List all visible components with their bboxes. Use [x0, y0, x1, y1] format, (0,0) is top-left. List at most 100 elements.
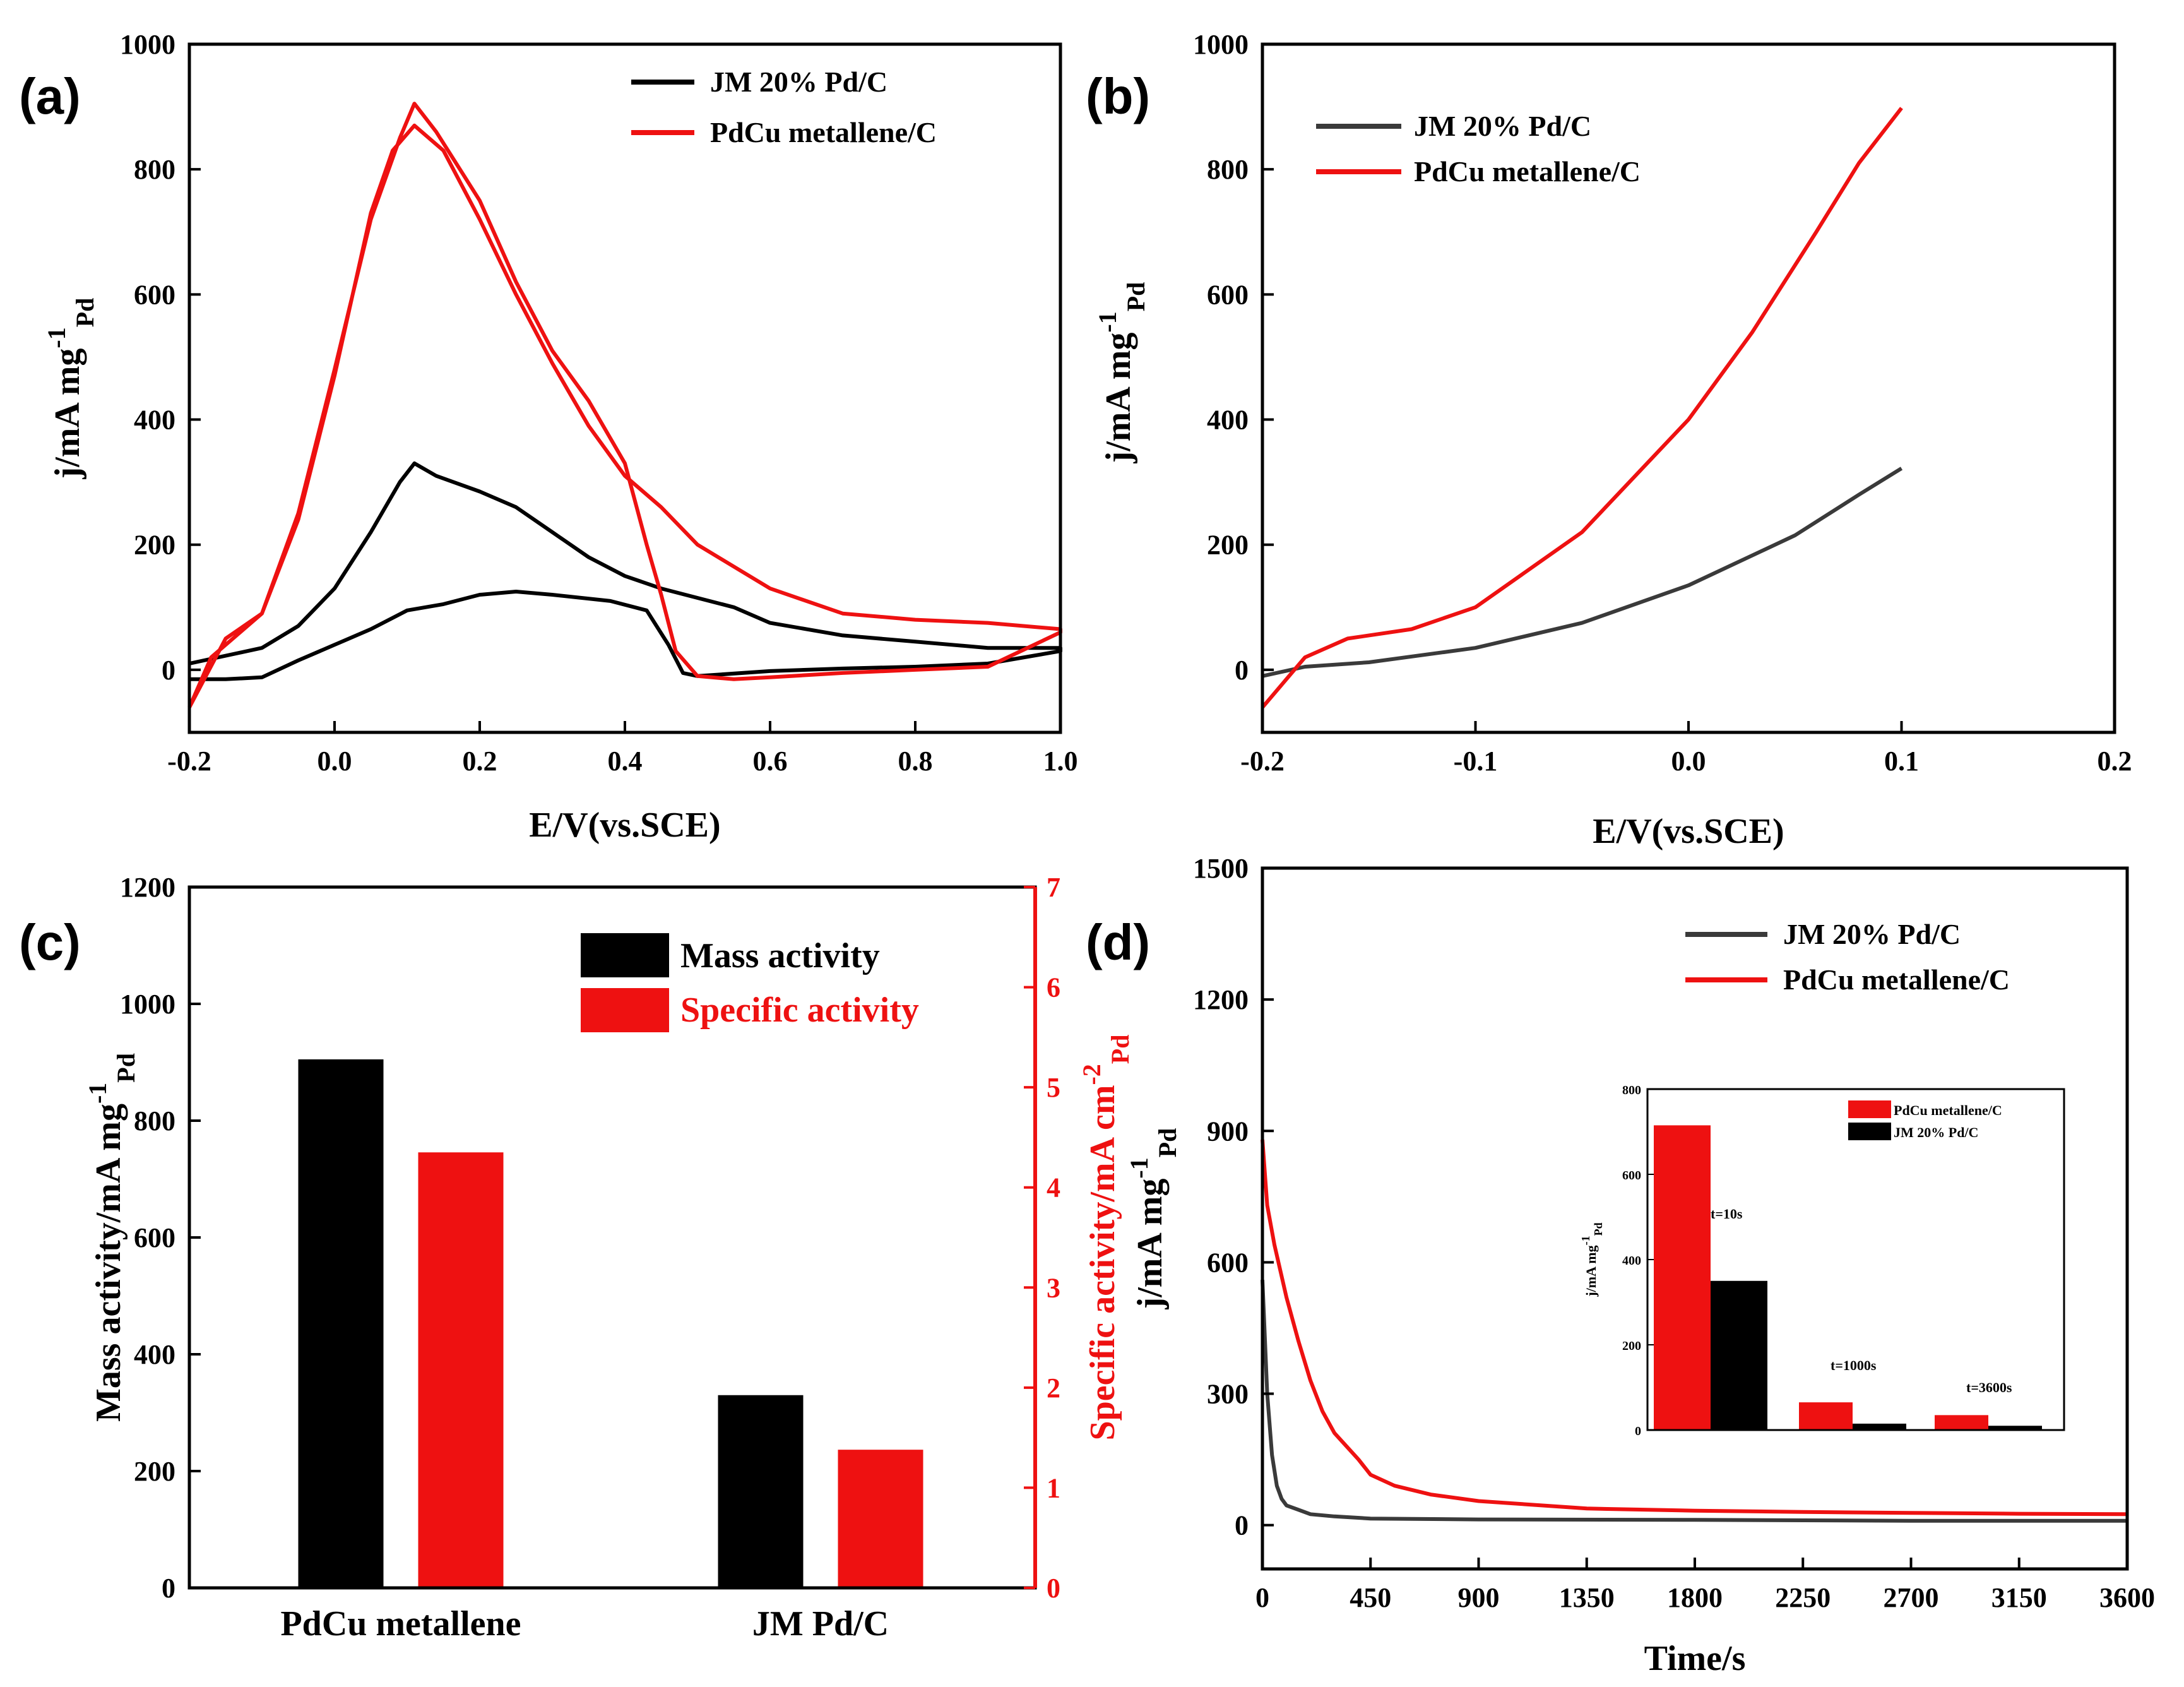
inset-group-label: t=3600s: [1966, 1380, 2012, 1395]
panel-c-ylabel-left: Mass activity/mA mg-1Pd: [83, 1053, 140, 1422]
inset-bar-jm-0: [1711, 1280, 1767, 1430]
y-right-tick-label: 0: [1047, 1573, 1060, 1604]
legend-label-specific: Specific activity: [680, 991, 919, 1030]
y-right-tick-label: 7: [1047, 872, 1060, 903]
inset-legend-label-jm: JM 20% Pd/C: [1894, 1124, 1978, 1140]
y-tick-label: 300: [1207, 1379, 1249, 1410]
x-tick-label: -0.1: [1454, 746, 1498, 777]
y-left-tick-label: 0: [162, 1573, 175, 1604]
inset-ylabel: j/mA mg-1Pd: [1579, 1222, 1605, 1297]
panel-d-xlabel: Time/s: [1644, 1639, 1746, 1678]
x-tick-label: 2700: [1884, 1582, 1939, 1613]
legend-label-mass: Mass activity: [680, 936, 880, 975]
inset-y-tick-label: 200: [1622, 1339, 1641, 1353]
x-tick-label: 1.0: [1043, 746, 1078, 777]
inset-y-tick-label: 400: [1622, 1254, 1641, 1268]
panel-a-label: (a): [19, 68, 81, 124]
y-tick-label: 200: [1207, 530, 1249, 561]
panel-d-inset: t=10s t=1000s t=3600s 0 200 400 600 800 j/mA mg…: [1579, 1083, 2065, 1438]
panel-b-label: (b): [1086, 68, 1150, 124]
y-left-tick-label: 400: [134, 1339, 175, 1370]
series-line-jm: [1262, 467, 1903, 678]
x-tick-label: 0.2: [2098, 746, 2132, 777]
category-label: PdCu metallene: [280, 1604, 521, 1643]
svg-text:j/mA mg-1Pd: j/mA mg-1Pd: [1579, 1222, 1605, 1297]
panel-c-legend: Mass activity Specific activity: [581, 933, 919, 1032]
x-tick-label: 450: [1350, 1582, 1391, 1613]
x-tick-label: 0.0: [1671, 746, 1706, 777]
x-tick-label: 1350: [1559, 1582, 1615, 1613]
panel-b-xlabel: E/V(vs.SCE): [1593, 812, 1784, 851]
y-tick-label: 0: [1235, 1510, 1249, 1541]
x-tick-label: 1800: [1667, 1582, 1723, 1613]
y-tick-label: 900: [1207, 1116, 1249, 1147]
inset-legend: PdCu metallene/C JM 20% Pd/C: [1848, 1100, 2002, 1140]
svg-text:j/mA mg-1Pd: j/mA mg-1Pd: [1093, 282, 1150, 464]
inset-bar-jm-1: [1853, 1423, 1906, 1430]
x-tick-label: 900: [1458, 1582, 1500, 1613]
inset-y-tick-label: 0: [1635, 1424, 1641, 1438]
panel-c-ylabel-right: Specific activity/mA cm-2Pd: [1077, 1035, 1134, 1441]
inset-bar-pdcu-1: [1799, 1402, 1853, 1430]
y-right-tick-label: 6: [1047, 972, 1060, 1003]
y-tick-label: 1000: [120, 29, 175, 60]
panel-d-label: (d): [1086, 914, 1150, 970]
inset-legend-swatch-pdcu: [1848, 1100, 1891, 1118]
y-right-tick-label: 2: [1047, 1373, 1060, 1404]
panel-a-xlabel: E/V(vs.SCE): [529, 806, 720, 845]
y-tick-label: 0: [162, 655, 175, 686]
bar-specific-pdcu: [418, 1152, 504, 1588]
y-left-tick-label: 1000: [120, 989, 175, 1020]
legend-label-jm: JM 20% Pd/C: [710, 66, 887, 98]
x-tick-label: 3150: [1991, 1582, 2047, 1613]
x-tick-label: 0.2: [463, 746, 497, 777]
category-label: JM Pd/C: [752, 1604, 889, 1643]
svg-text:Mass activity/mA mg-1Pd: Mass activity/mA mg-1Pd: [83, 1053, 140, 1422]
inset-legend-label-pdcu: PdCu metallene/C: [1894, 1102, 2002, 1118]
y-tick-label: 800: [134, 154, 175, 185]
legend-label-pdcu: PdCu metallene/C: [1783, 963, 2010, 996]
panel-d: (d) 0 450 900 1350 1800 2250 2700 3150 3600 0 300 6…: [1086, 853, 2155, 1678]
bar-mass-pdcu: [298, 1059, 384, 1588]
legend-label-jm: JM 20% Pd/C: [1414, 110, 1591, 142]
inset-y-tick-label: 600: [1622, 1169, 1641, 1183]
inset-legend-swatch-jm: [1848, 1123, 1891, 1140]
series-line-pdcu: [1261, 107, 1903, 709]
svg-text:Specific activity/mA cm-2Pd: Specific activity/mA cm-2Pd: [1077, 1035, 1134, 1441]
panel-b-legend: JM 20% Pd/C PdCu metallene/C: [1316, 110, 1641, 188]
panel-c-label: (c): [19, 914, 81, 970]
y-right-tick-label: 4: [1047, 1172, 1060, 1203]
inset-y-tick-label: 800: [1622, 1083, 1641, 1097]
series-line-pdcu: [1261, 1139, 2128, 1517]
y-tick-label: 400: [1207, 405, 1249, 436]
y-left-tick-label: 1200: [120, 872, 175, 903]
inset-group-label: t=1000s: [1831, 1357, 1877, 1373]
inset-group-label: t=10s: [1711, 1206, 1743, 1222]
y-tick-label: 400: [134, 405, 175, 436]
legend-label-pdcu: PdCu metallene/C: [1414, 155, 1641, 188]
legend-swatch-mass: [581, 933, 669, 977]
y-left-tick-label: 800: [134, 1106, 175, 1136]
x-tick-label: -0.2: [167, 746, 211, 777]
svg-text:j/mA mg-1Pd: j/mA mg-1Pd: [42, 298, 99, 480]
bar-specific-jm: [838, 1450, 923, 1588]
x-tick-label: 0.6: [753, 746, 788, 777]
y-tick-label: 1000: [1193, 29, 1249, 60]
x-tick-label: -0.2: [1240, 746, 1285, 777]
panel-a-ylabel: j/mA mg-1Pd: [42, 298, 99, 480]
y-tick-label: 600: [134, 279, 175, 310]
x-tick-label: 0.4: [608, 746, 643, 777]
svg-text:j/mA mg-1Pd: j/mA mg-1Pd: [1125, 1128, 1182, 1310]
legend-label-jm: JM 20% Pd/C: [1783, 918, 1961, 950]
panel-a: (a) -0.2 0.0 0.2 0.4 0.6 0.8 1.0 0 200 400 600 800 1…: [19, 29, 1078, 845]
panel-c: (c) PdCu metallene JM Pd/C020040060080010…: [19, 872, 1134, 1643]
x-tick-label: 0.8: [898, 746, 933, 777]
inset-bar-jm-2: [1988, 1426, 2042, 1430]
bar-mass-jm: [718, 1395, 804, 1588]
y-left-tick-label: 200: [134, 1456, 175, 1487]
y-right-tick-label: 5: [1047, 1072, 1060, 1103]
y-tick-label: 800: [1207, 154, 1249, 185]
panel-a-legend: JM 20% Pd/C PdCu metallene/C: [631, 66, 937, 148]
y-tick-label: 200: [134, 530, 175, 561]
